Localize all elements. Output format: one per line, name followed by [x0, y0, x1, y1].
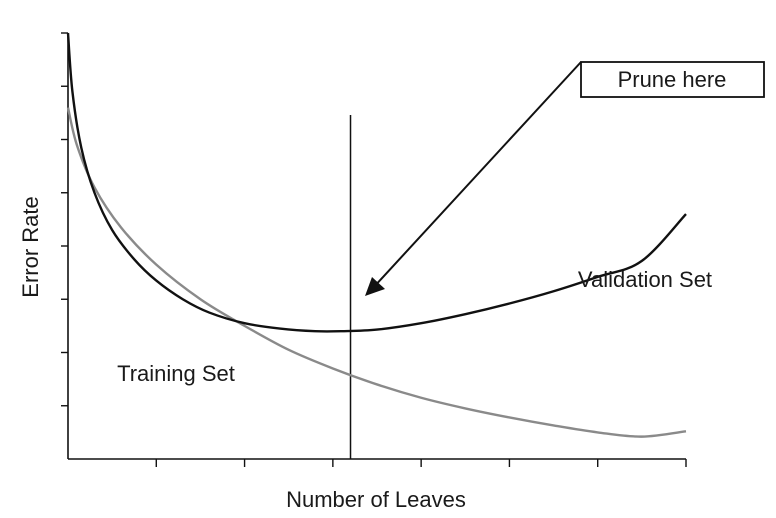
y-ticks [61, 32, 68, 407]
y-axis-title: Error Rate [18, 196, 43, 297]
callout-text: Prune here [618, 67, 727, 92]
callout-arrowhead [365, 277, 385, 296]
x-axis-title: Number of Leaves [286, 487, 466, 512]
x-ticks [155, 459, 687, 467]
prune-callout: Prune here [365, 61, 765, 296]
callout-arrow-line [371, 61, 582, 290]
axes [61, 32, 687, 467]
training-set-label: Training Set [117, 361, 235, 386]
callout-box [580, 61, 765, 98]
training-set-curve [66, 107, 687, 438]
validation-set-curve [66, 32, 687, 333]
validation-set-label: Validation Set [578, 267, 712, 292]
